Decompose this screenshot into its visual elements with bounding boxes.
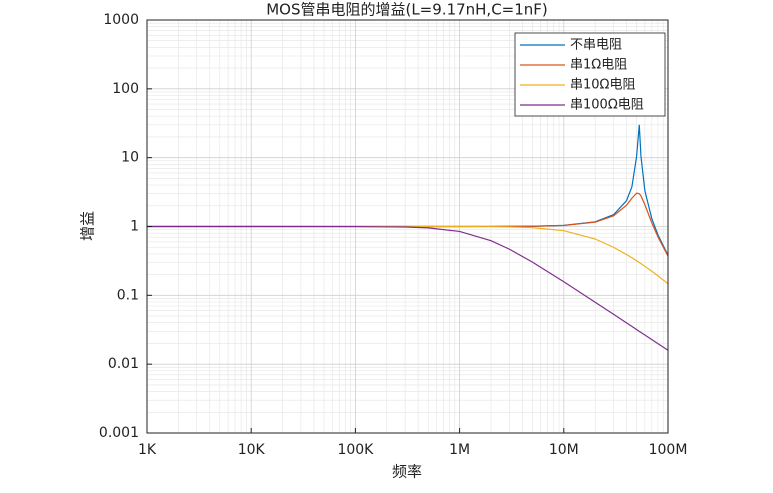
series-line: [147, 225, 669, 285]
x-tick-label: 100K: [337, 442, 374, 458]
x-tick-label: 10K: [238, 442, 266, 458]
y-tick-label: 10: [121, 150, 139, 166]
y-tick-label: 0.001: [99, 425, 139, 441]
legend-box: [514, 32, 666, 117]
y-tick-label: 100: [112, 81, 139, 97]
x-tick-label: 100M: [649, 442, 688, 458]
y-axis-label: 增益: [79, 211, 97, 241]
x-tick-label: 1K: [138, 442, 157, 458]
lines: [147, 124, 669, 351]
legend-label: 串10Ω电阻: [570, 78, 635, 93]
ticks: 1K 10K 100K 1M 10M 100M 0.001 0.01 0.1 1 10 100 1000: [99, 12, 688, 458]
legend-label: 串100Ω电阻: [570, 98, 644, 113]
x-tick-label: 1M: [449, 442, 470, 458]
chart-title: MOS管串电阻的增益(L=9.17nH,C=1nF): [266, 1, 548, 19]
legend-label: 不串电阻: [570, 38, 622, 53]
series-line: [147, 225, 669, 351]
y-tick-label: 0.1: [117, 287, 139, 303]
y-tick-label: 1: [130, 219, 139, 235]
x-axis-label: 频率: [392, 463, 422, 481]
y-tick-label: 0.01: [108, 356, 139, 372]
legend-label: 串1Ω电阻: [570, 58, 627, 73]
x-tick-label: 10M: [549, 442, 579, 458]
y-tick-label: 1000: [103, 12, 139, 28]
